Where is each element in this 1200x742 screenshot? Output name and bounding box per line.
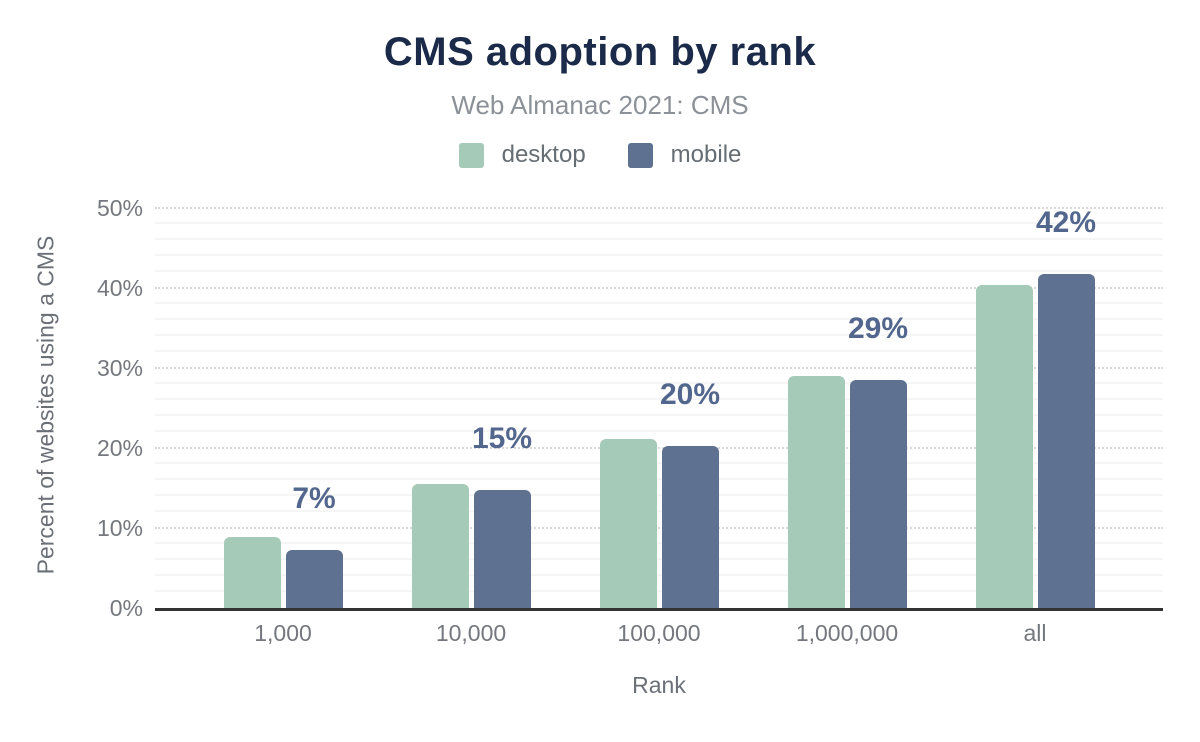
minor-gridline bbox=[155, 574, 1163, 576]
minor-gridline bbox=[155, 398, 1163, 400]
bar-desktop-1000000[interactable] bbox=[787, 376, 845, 608]
data-label-all: 42% bbox=[1035, 206, 1097, 240]
bar-mobile-1000[interactable] bbox=[285, 550, 343, 608]
y-tick-label-0: 0% bbox=[109, 595, 143, 621]
bar-desktop-1000[interactable] bbox=[223, 536, 281, 608]
minor-gridline bbox=[155, 590, 1163, 592]
legend-item-desktop: desktop bbox=[458, 141, 586, 169]
bar-mobile-all[interactable] bbox=[1037, 274, 1095, 608]
x-tick-label-100000: 100,000 bbox=[617, 620, 701, 646]
minor-gridline bbox=[155, 462, 1163, 464]
minor-gridline bbox=[155, 558, 1163, 560]
minor-gridline bbox=[155, 222, 1163, 224]
x-tick-label-10000: 10,000 bbox=[435, 620, 507, 646]
minor-gridline bbox=[155, 318, 1163, 320]
legend-label-mobile: mobile bbox=[670, 141, 742, 168]
minor-gridline bbox=[155, 494, 1163, 496]
x-axis-line bbox=[155, 608, 1163, 611]
x-tick-label-all: all bbox=[1023, 620, 1047, 646]
y-tick-label-10: 10% bbox=[96, 515, 143, 541]
minor-gridline bbox=[155, 510, 1163, 512]
x-axis-title: Rank bbox=[632, 672, 686, 698]
data-label-100000: 20% bbox=[659, 377, 721, 411]
legend-item-mobile: mobile bbox=[627, 141, 742, 169]
y-tick-label-20: 20% bbox=[96, 435, 143, 461]
y-tick-label-30: 30% bbox=[96, 355, 143, 381]
minor-gridline bbox=[155, 414, 1163, 416]
minor-gridline bbox=[155, 542, 1163, 544]
minor-gridline bbox=[155, 382, 1163, 384]
chart-title: CMS adoption by rank bbox=[383, 30, 817, 74]
bar-desktop-all[interactable] bbox=[975, 284, 1033, 608]
major-gridline-50 bbox=[155, 207, 1163, 209]
minor-gridline bbox=[155, 302, 1163, 304]
data-label-1000000: 29% bbox=[847, 312, 909, 345]
bar-mobile-10000[interactable] bbox=[473, 489, 531, 608]
major-gridline-10 bbox=[155, 527, 1163, 529]
y-tick-label-40: 40% bbox=[96, 275, 143, 301]
bar-mobile-1000000[interactable] bbox=[849, 380, 907, 608]
major-gridline-20 bbox=[155, 447, 1163, 449]
minor-gridline bbox=[155, 270, 1163, 272]
chart-subtitle: Web Almanac 2021: CMS bbox=[451, 90, 749, 120]
mobile-swatch-icon bbox=[627, 142, 653, 168]
bar-mobile-100000[interactable] bbox=[661, 445, 719, 608]
major-gridline-40 bbox=[155, 287, 1163, 289]
minor-gridline bbox=[155, 254, 1163, 256]
data-label-1000: 7% bbox=[292, 482, 336, 516]
legend: desktop mobile bbox=[0, 141, 1200, 169]
minor-gridline bbox=[155, 238, 1163, 240]
minor-gridline bbox=[155, 350, 1163, 352]
plot-area: 0% 10% 20% 30% 40% 50% 7% 1,000 15% 10,000 20% 100,… bbox=[97, 196, 1163, 646]
minor-gridline bbox=[155, 478, 1163, 480]
legend-label-desktop: desktop bbox=[501, 141, 586, 168]
y-tick-label-50: 50% bbox=[96, 195, 143, 221]
desktop-swatch-icon bbox=[458, 142, 484, 168]
x-tick-label-1000000: 1,000,000 bbox=[795, 620, 899, 646]
minor-gridline bbox=[155, 334, 1163, 336]
data-label-10000: 15% bbox=[471, 421, 533, 455]
major-gridline-30 bbox=[155, 367, 1163, 369]
x-tick-label-1000: 1,000 bbox=[254, 620, 312, 646]
minor-gridline bbox=[155, 430, 1163, 432]
bar-desktop-10000[interactable] bbox=[411, 484, 469, 608]
bar-desktop-100000[interactable] bbox=[599, 439, 657, 608]
